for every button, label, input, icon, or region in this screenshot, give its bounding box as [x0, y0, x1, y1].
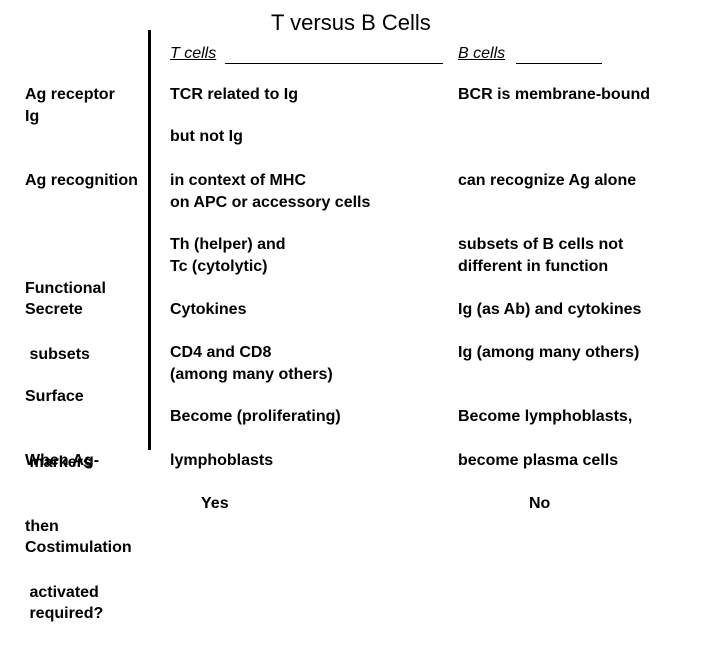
t-cell-line: CD4 and CD8 — [170, 344, 272, 361]
b-cell-functional-subsets: subsets of B cells not different in func… — [458, 234, 623, 278]
b-cell-secrete: Ig (as Ab) and cytokines — [458, 299, 641, 321]
b-cell-ag-receptor: BCR is membrane-bound — [458, 84, 650, 106]
t-cell-line: in context of MHC — [170, 172, 306, 189]
t-cell-line: Tc (cytolytic) — [170, 258, 268, 275]
t-cell-secrete: Cytokines — [170, 299, 246, 321]
row-label-line: subsets — [25, 346, 90, 363]
b-cell-line: become plasma cells — [458, 452, 619, 469]
b-cell-surface-markers: Ig (among many others) — [458, 342, 639, 364]
row-label-surface-markers: Surface markers — [25, 342, 92, 496]
row-label-line: required? — [25, 605, 104, 622]
header-t-cells: T cells — [170, 45, 217, 62]
row-label-line: Secrete — [25, 301, 83, 318]
row-label-line: Surface — [25, 388, 84, 405]
header-b-underline — [516, 63, 602, 64]
row-label-line: Functional — [25, 280, 106, 297]
t-cell-ag-receptor-cont: but not Ig — [170, 126, 243, 148]
t-cell-surface-markers: CD4 and CD8 (among many others) — [170, 342, 333, 386]
t-cell-line: Yes — [201, 495, 229, 512]
b-cell-line: Become lymphoblasts, — [458, 408, 633, 425]
b-cell-line: Ig (as Ab) and cytokines — [458, 301, 642, 318]
t-cell-ag-receptor: TCR related to Ig — [170, 84, 298, 106]
t-cell-when-activated: Become (proliferating) — [170, 406, 341, 428]
b-cell-costimulation: No — [529, 493, 550, 515]
page-title: T versus B Cells — [271, 10, 431, 35]
row-label-line: Ag receptor — [25, 86, 115, 103]
t-cell-line: Cytokines — [170, 301, 247, 318]
column-divider — [148, 30, 151, 450]
t-cell-line: TCR related to Ig — [170, 86, 299, 103]
row-label-line: When Ag- — [25, 452, 100, 469]
row-label-secrete: Secrete — [25, 299, 83, 321]
t-cell-line: Th (helper) and — [170, 236, 286, 253]
header-t-underline — [225, 63, 443, 64]
b-cell-line: No — [529, 495, 551, 512]
b-cell-when-activated: Become lymphoblasts, — [458, 406, 632, 428]
b-cell-when-activated-cont: become plasma cells — [458, 450, 618, 472]
row-label-line: markers — [25, 454, 92, 471]
b-cell-line: subsets of B cells not — [458, 236, 624, 253]
b-cell-line: can recognize Ag alone — [458, 172, 637, 189]
row-label-ag-recognition: Ag recognition — [25, 170, 138, 192]
row-label-line: Ig — [25, 108, 40, 125]
row-label-line: then — [25, 518, 59, 535]
t-cell-line: (among many others) — [170, 366, 333, 383]
row-label-line: Ag recognition — [25, 172, 138, 189]
t-cell-line: lymphoblasts — [170, 452, 274, 469]
b-cell-line: Ig (among many others) — [458, 344, 640, 361]
t-cell-functional-subsets: Th (helper) and Tc (cytolytic) — [170, 234, 286, 278]
t-cell-line: but not Ig — [170, 128, 243, 145]
row-label-line: Costimulation — [25, 539, 132, 556]
header-b-cells: B cells — [458, 45, 506, 62]
row-label-ag-receptor: Ag receptor Ig — [25, 84, 115, 128]
t-cell-ag-recognition: in context of MHC on APC or accessory ce… — [170, 170, 370, 214]
t-cell-line: Become (proliferating) — [170, 408, 341, 425]
b-cell-ag-recognition: can recognize Ag alone — [458, 170, 636, 192]
b-cell-line: different in function — [458, 258, 609, 275]
row-label-costimulation: Costimulation required? — [25, 493, 132, 647]
row-label-functional-subsets: Functional subsets — [25, 234, 106, 388]
t-cell-line: on APC or accessory cells — [170, 194, 371, 211]
t-cell-when-activated-cont: lymphoblasts — [170, 450, 273, 472]
t-cell-costimulation: Yes — [201, 493, 229, 515]
b-cell-line: BCR is membrane-bound — [458, 86, 651, 103]
